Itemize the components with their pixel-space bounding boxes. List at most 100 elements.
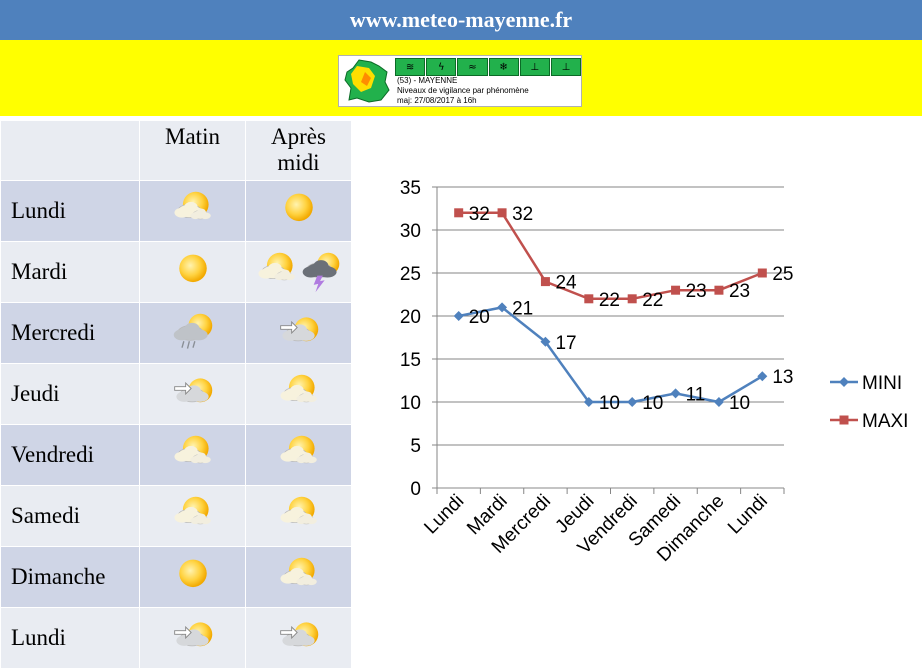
col-afternoon-line1: Après bbox=[271, 124, 326, 149]
flood-icon: ≈ bbox=[457, 58, 488, 76]
data-labels: 20 21 17 10 10 11 10 13 32 32 24 22 22 23 23 25 bbox=[469, 204, 794, 414]
afternoon-weather bbox=[245, 363, 352, 425]
chart-legend: MINI MAXI bbox=[830, 373, 908, 432]
data-label: 13 bbox=[772, 367, 793, 388]
afternoon-weather bbox=[245, 302, 352, 364]
morning-weather bbox=[139, 180, 246, 242]
point-mini bbox=[757, 371, 768, 382]
rain-cloud-sun-icon bbox=[173, 313, 212, 349]
data-label: 17 bbox=[555, 333, 576, 354]
forecast-row: Lundi bbox=[0, 607, 352, 669]
cold-icon: ⊥ bbox=[550, 58, 582, 76]
cloud-sun-wind-icon bbox=[279, 317, 318, 342]
y-tick-label: 5 bbox=[410, 436, 421, 457]
data-label: 10 bbox=[729, 393, 750, 414]
partly-sunny-icon bbox=[279, 435, 317, 464]
forecast-table: Matin Après midi Lundi Mardi Mercredi Jeudi V… bbox=[0, 120, 352, 669]
cloud-sun-wind-icon bbox=[173, 378, 212, 403]
partly-sunny-icon bbox=[279, 374, 317, 403]
chart-series bbox=[453, 208, 768, 407]
point-maxi bbox=[454, 208, 464, 218]
partly-sunny-icon bbox=[279, 557, 317, 586]
afternoon-weather bbox=[245, 607, 352, 669]
col-morning-label: Matin bbox=[165, 124, 220, 149]
x-tick-labels: LundiMardiMercrediJeudiVendrediSamediDim… bbox=[420, 491, 771, 566]
partly-sunny-icon bbox=[173, 191, 211, 220]
col-morning: Matin bbox=[139, 120, 246, 181]
y-tick-label: 10 bbox=[400, 393, 421, 414]
point-mini bbox=[670, 388, 681, 399]
afternoon-weather bbox=[245, 546, 352, 608]
data-label: 11 bbox=[686, 384, 706, 405]
col-afternoon-line2: midi bbox=[277, 150, 320, 175]
forecast-row: Samedi bbox=[0, 485, 352, 547]
data-label: 22 bbox=[642, 290, 663, 311]
vigilance-update: maj: 27/08/2017 à 16h bbox=[397, 96, 477, 105]
point-mini bbox=[627, 397, 638, 407]
y-tick-label: 15 bbox=[400, 350, 421, 371]
data-label: 32 bbox=[469, 204, 490, 225]
partly-sunny-icon bbox=[173, 496, 211, 525]
afternoon-weather bbox=[245, 485, 352, 547]
afternoon-weather bbox=[245, 241, 352, 303]
forecast-day: Mercredi bbox=[0, 302, 140, 364]
thunderstorm-icon bbox=[302, 252, 339, 293]
sunny-icon bbox=[178, 559, 207, 588]
legend-marker bbox=[839, 377, 849, 387]
point-maxi bbox=[671, 285, 681, 295]
legend-label: MINI bbox=[862, 373, 902, 394]
data-label: 32 bbox=[512, 204, 533, 225]
partly-sunny-icon bbox=[279, 496, 317, 525]
y-tick-label: 30 bbox=[400, 221, 421, 242]
y-tick-label: 0 bbox=[410, 479, 421, 500]
vigilance-icons: ≋ ϟ ≈ ❄ ⊥ ⊥ bbox=[395, 58, 582, 76]
forecast-day: Vendredi bbox=[0, 424, 140, 486]
vigilance-subtitle: Niveaux de vigilance par phénomène bbox=[397, 86, 529, 95]
sunny-icon bbox=[178, 254, 207, 283]
point-maxi bbox=[627, 294, 637, 304]
sunny-icon bbox=[284, 193, 313, 222]
data-label: 10 bbox=[599, 393, 620, 414]
partly-sunny-icon bbox=[257, 252, 295, 281]
x-tick-label: Lundi bbox=[724, 491, 772, 539]
afternoon-weather bbox=[245, 180, 352, 242]
data-label: 25 bbox=[772, 264, 793, 285]
forecast-day: Mardi bbox=[0, 241, 140, 303]
point-mini bbox=[540, 336, 551, 347]
data-label: 24 bbox=[555, 273, 577, 294]
cloud-sun-wind-icon bbox=[279, 622, 318, 647]
vigilance-widget[interactable]: ≋ ϟ ≈ ❄ ⊥ ⊥ (53) - MAYENNE Niveaux de vi… bbox=[338, 55, 582, 107]
site-header: www.meteo-mayenne.fr bbox=[0, 0, 922, 40]
chart-gridlines bbox=[432, 186, 785, 494]
data-label: 23 bbox=[729, 281, 750, 302]
partly-sunny-icon bbox=[173, 435, 211, 464]
forecast-row: Jeudi bbox=[0, 363, 352, 425]
forecast-row: Lundi bbox=[0, 180, 352, 242]
y-tick-label: 20 bbox=[400, 307, 421, 328]
point-maxi bbox=[757, 268, 767, 278]
x-tick-label: Lundi bbox=[420, 491, 468, 539]
col-afternoon: Après midi bbox=[245, 120, 352, 181]
heat-icon: ⊥ bbox=[519, 58, 550, 76]
y-tick-labels: 0 5 10 15 20 25 30 35 bbox=[400, 178, 421, 500]
legend-label: MAXI bbox=[862, 411, 908, 432]
point-maxi bbox=[540, 277, 550, 287]
site-url[interactable]: www.meteo-mayenne.fr bbox=[349, 7, 573, 32]
forecast-row: Vendredi bbox=[0, 424, 352, 486]
point-mini bbox=[713, 397, 724, 407]
corner-cell bbox=[0, 120, 140, 181]
morning-weather bbox=[139, 424, 246, 486]
morning-weather bbox=[139, 485, 246, 547]
forecast-day: Samedi bbox=[0, 485, 140, 547]
data-label: 21 bbox=[512, 298, 533, 319]
wind-icon: ≋ bbox=[395, 58, 426, 76]
series-line-maxi bbox=[458, 211, 763, 301]
point-mini bbox=[497, 302, 508, 313]
snow-icon: ❄ bbox=[488, 58, 519, 76]
forecast-row: Dimanche bbox=[0, 546, 352, 608]
point-maxi bbox=[584, 294, 594, 304]
series-line-mini bbox=[458, 306, 763, 404]
data-label: 22 bbox=[599, 290, 620, 311]
point-mini bbox=[453, 311, 464, 321]
morning-weather bbox=[139, 546, 246, 608]
